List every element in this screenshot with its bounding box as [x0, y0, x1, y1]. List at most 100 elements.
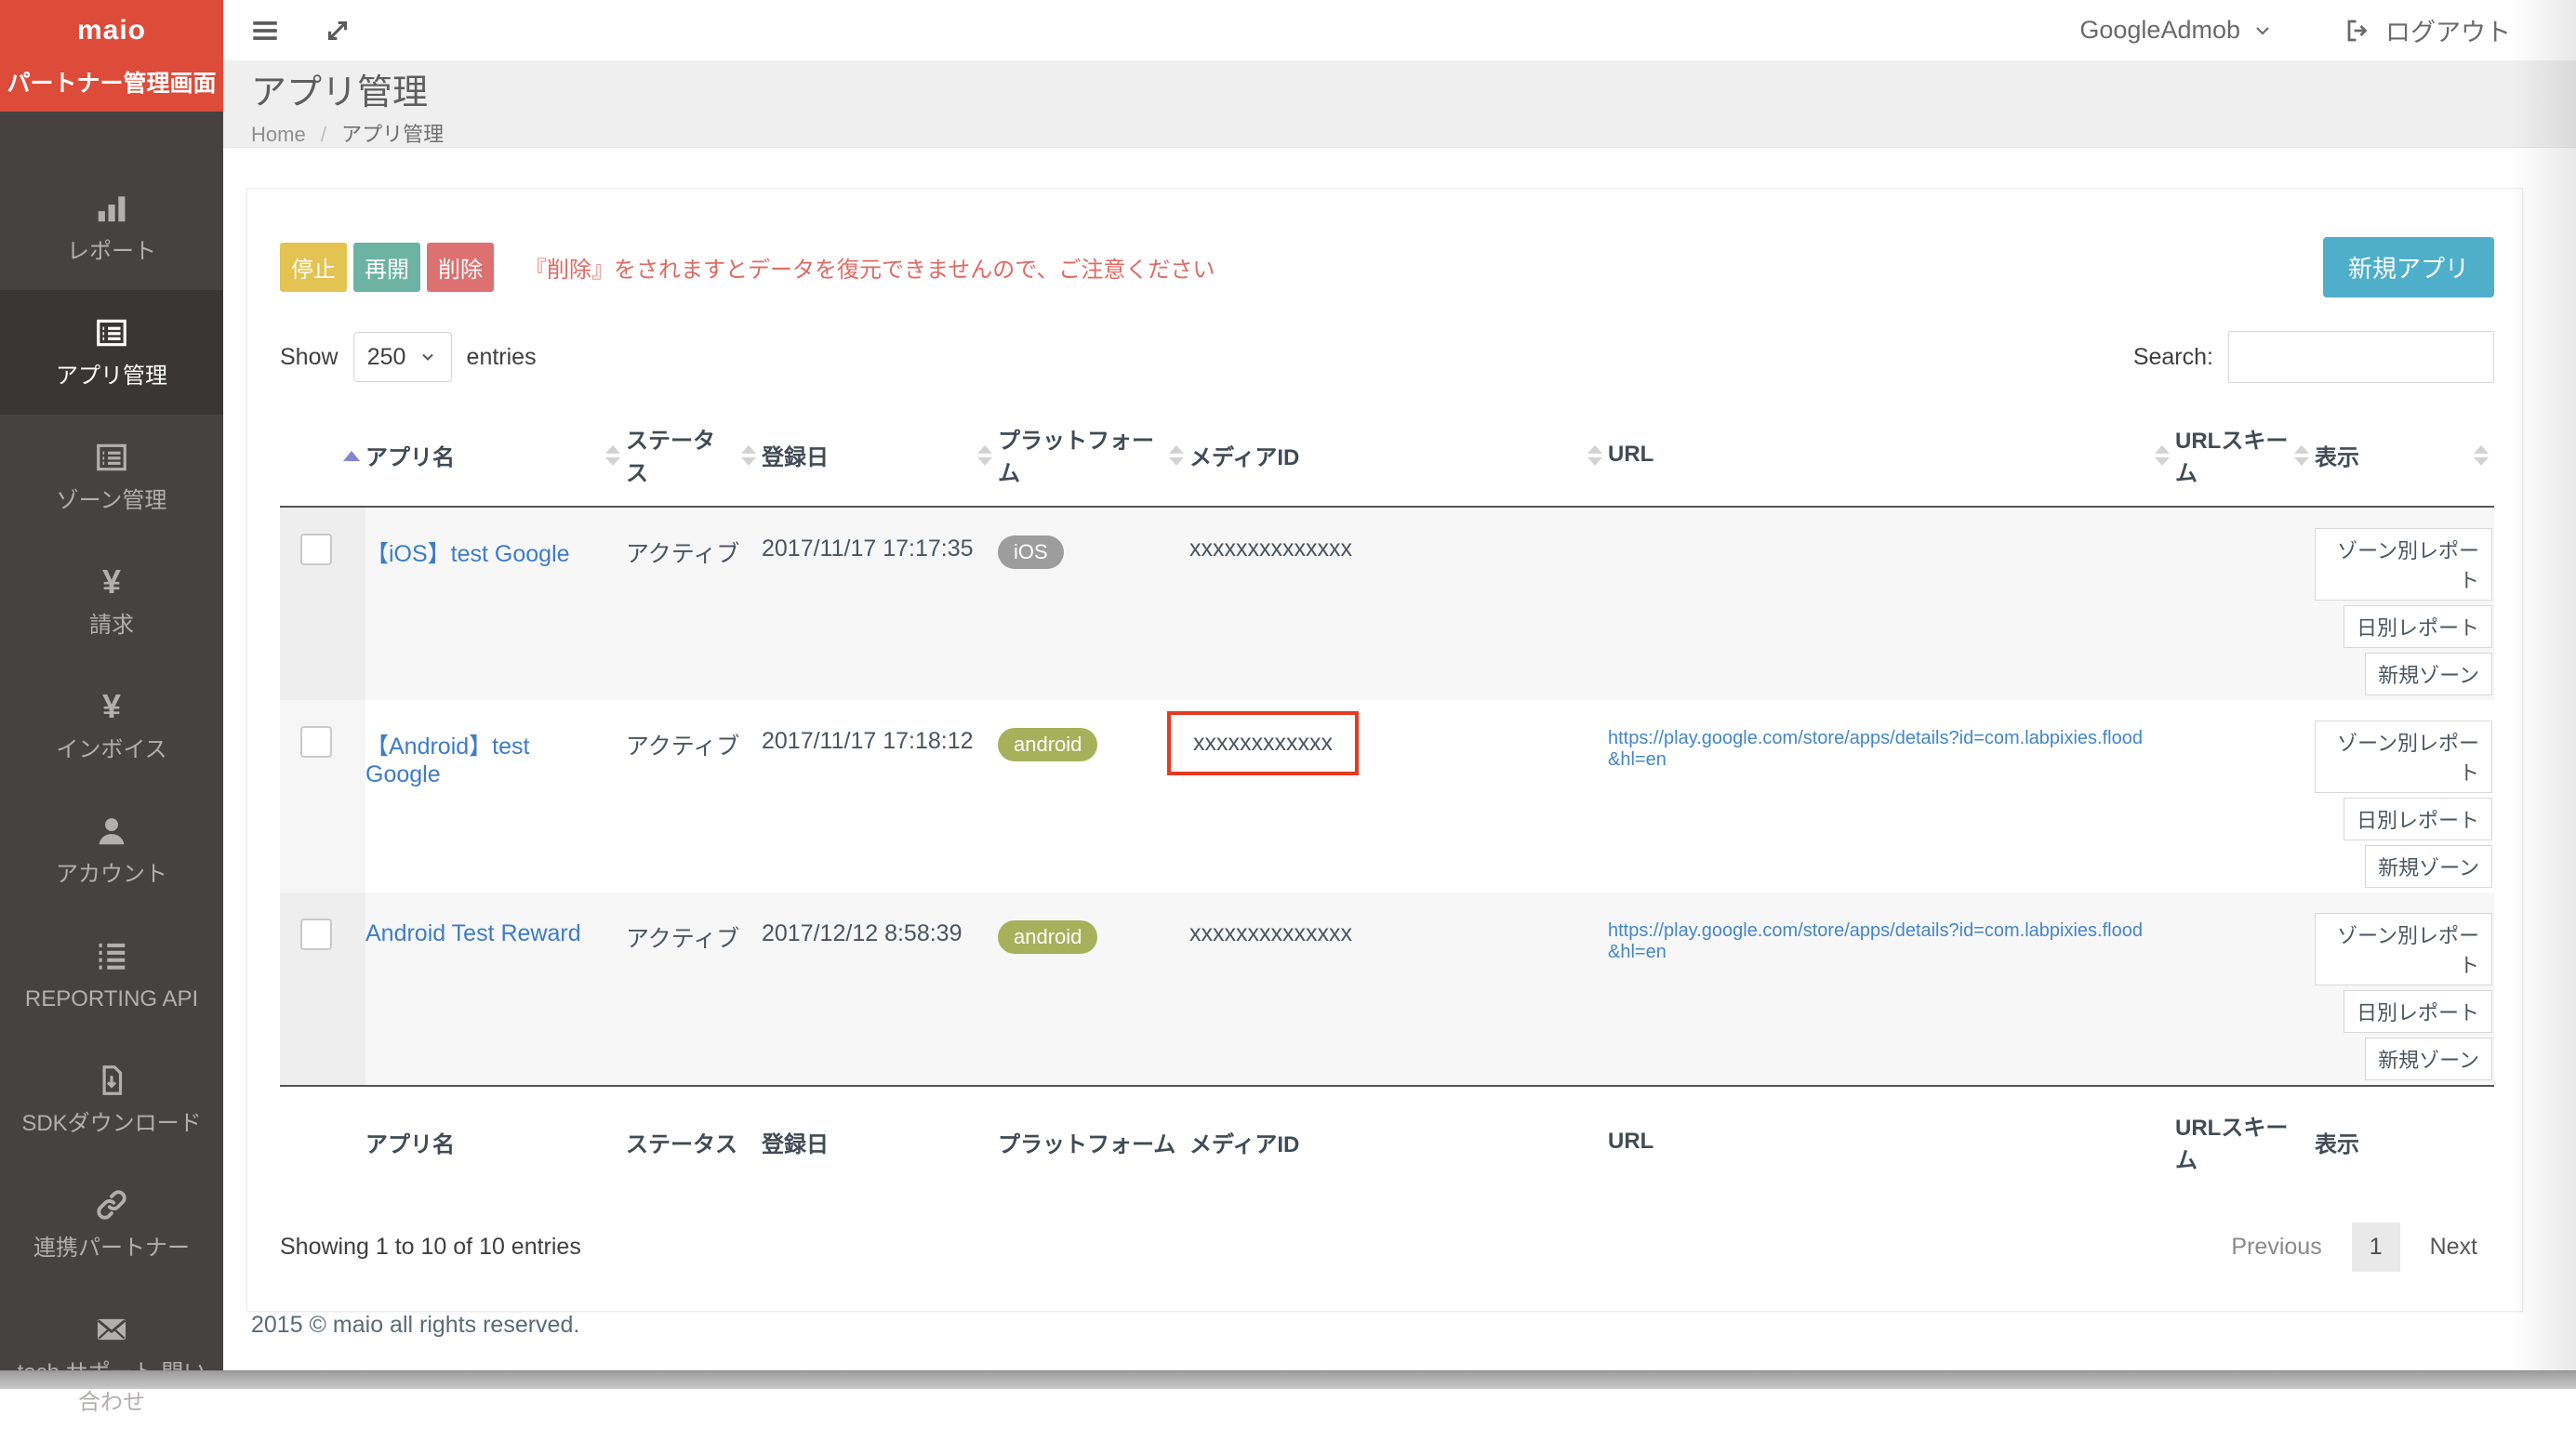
- platform-badge: android: [998, 728, 1098, 761]
- delete-button[interactable]: 削除: [427, 243, 494, 292]
- apps-table: アプリ名 ステータス 登録日 プラットフォーム メディアID URL URLスキ…: [280, 407, 2494, 1196]
- account-name: GoogleAdmob: [2079, 16, 2240, 44]
- footer-media-id: メディアID: [1189, 1085, 1608, 1196]
- media-id-highlight-box: xxxxxxxxxxxx: [1167, 711, 1359, 775]
- sidebar-item-zone-management[interactable]: ゾーン管理: [0, 415, 223, 539]
- entries-info: Showing 1 to 10 of 10 entries: [280, 1234, 581, 1260]
- platform-badge: iOS: [998, 535, 1064, 569]
- column-header-platform[interactable]: プラットフォーム: [998, 407, 1189, 508]
- topbar: GoogleAdmob ログアウト: [223, 0, 2576, 60]
- list-box-icon: [7, 313, 216, 352]
- horizontal-scrollbar[interactable]: [0, 1370, 2576, 1389]
- row-checkbox[interactable]: [300, 534, 332, 565]
- pagination-next[interactable]: Next: [2429, 1234, 2477, 1260]
- topbar-right: GoogleAdmob ログアウト: [2079, 12, 2511, 48]
- zone-report-button[interactable]: ゾーン別レポート: [2315, 528, 2492, 601]
- app-name-link[interactable]: 【iOS】test Google: [365, 541, 570, 567]
- store-url-link[interactable]: https://play.google.com/store/apps/detai…: [1608, 728, 2143, 770]
- sidebar-item-invoice[interactable]: ¥ インボイス: [0, 664, 223, 788]
- link-icon: [7, 1185, 216, 1224]
- media-id-cell: xxxxxxxxxxxxxx: [1189, 920, 1352, 946]
- zone-report-button[interactable]: ゾーン別レポート: [2315, 913, 2492, 985]
- table-row: 【iOS】test Google アクティブ 2017/11/17 17:17:…: [280, 507, 2494, 700]
- url-scheme-cell: [2175, 700, 2315, 892]
- footer-url: URL: [1608, 1085, 2175, 1196]
- pagination-previous[interactable]: Previous: [2231, 1234, 2322, 1260]
- sidebar-item-reporting-api[interactable]: REPORTING API: [0, 913, 223, 1038]
- resume-button[interactable]: 再開: [353, 243, 420, 292]
- footer-platform: プラットフォーム: [998, 1085, 1189, 1196]
- footer-url-scheme: URLスキーム: [2175, 1085, 2315, 1196]
- column-header-url-scheme[interactable]: URLスキーム: [2175, 407, 2315, 508]
- sidebar-item-report[interactable]: レポート: [0, 165, 223, 290]
- entries-control: Show 250 entries: [280, 332, 537, 382]
- sidebar-item-account[interactable]: アカウント: [0, 788, 223, 913]
- footer-display: 表示: [2315, 1085, 2494, 1196]
- sidebar-item-label: インボイス: [56, 737, 167, 762]
- sidebar-item-app-management[interactable]: アプリ管理: [0, 290, 223, 415]
- table-controls: Show 250 entries Search:: [280, 331, 2494, 383]
- sort-icons: [2155, 444, 2170, 466]
- content-area: 停止 再開 削除 『削除』をされますとデータを復元できませんので、ご注意ください…: [223, 148, 2576, 1370]
- row-checkbox[interactable]: [300, 919, 332, 950]
- daily-report-button[interactable]: 日別レポート: [2343, 990, 2492, 1033]
- sidebar-item-sdk-download[interactable]: SDKダウンロード: [0, 1038, 223, 1162]
- column-header-display[interactable]: 表示: [2315, 407, 2494, 508]
- column-header-app-name[interactable]: アプリ名: [365, 407, 626, 508]
- column-header-url[interactable]: URL: [1608, 407, 2175, 508]
- account-dropdown[interactable]: GoogleAdmob: [2079, 16, 2274, 45]
- sidebar-item-label: SDKダウンロード: [21, 1111, 202, 1136]
- bar-chart-icon: [7, 189, 216, 228]
- table-footer-row: アプリ名 ステータス 登録日 プラットフォーム メディアID URL URLスキ…: [280, 1085, 2494, 1196]
- new-zone-button[interactable]: 新規ゾーン: [2365, 845, 2492, 888]
- sort-icons: [2294, 444, 2309, 466]
- column-header-date[interactable]: 登録日: [762, 407, 998, 508]
- new-app-button[interactable]: 新規アプリ: [2322, 237, 2494, 297]
- sidebar-item-billing[interactable]: ¥ 請求: [0, 539, 223, 664]
- column-header-media-id[interactable]: メディアID: [1189, 407, 1608, 508]
- sidebar-item-label: 請求: [89, 613, 134, 638]
- brand-logo[interactable]: maio パートナー管理画面: [0, 0, 223, 112]
- pagination-page-1[interactable]: 1: [2351, 1223, 2400, 1272]
- entries-select-value: 250: [366, 343, 406, 370]
- sidebar-item-partners[interactable]: 連携パートナー: [0, 1162, 223, 1287]
- list-icon: [7, 936, 216, 975]
- column-header-status[interactable]: ステータス: [626, 407, 762, 508]
- sidebar: maio パートナー管理画面 レポート アプリ管理 ゾーン管理: [0, 0, 223, 1415]
- pagination: Previous 1 Next: [2214, 1223, 2494, 1272]
- hamburger-menu-button[interactable]: [249, 15, 281, 46]
- daily-report-button[interactable]: 日別レポート: [2343, 798, 2492, 840]
- media-id-cell: xxxxxxxxxxxx: [1193, 730, 1333, 756]
- new-zone-button[interactable]: 新規ゾーン: [2365, 1038, 2492, 1080]
- search-input[interactable]: [2228, 331, 2494, 383]
- breadcrumb-separator: /: [320, 123, 326, 146]
- page-title: アプリ管理: [251, 73, 429, 112]
- app-name-link[interactable]: 【Android】test Google: [365, 734, 530, 787]
- app-name-link[interactable]: Android Test Reward: [365, 920, 581, 946]
- sign-out-icon: [2347, 20, 2368, 41]
- stop-button[interactable]: 停止: [280, 243, 347, 292]
- page-header: アプリ管理 Home / アプリ管理: [223, 60, 2576, 148]
- zone-report-button[interactable]: ゾーン別レポート: [2315, 720, 2492, 793]
- breadcrumb-home[interactable]: Home: [251, 123, 306, 146]
- sort-icons: [1587, 444, 1602, 466]
- new-zone-button[interactable]: 新規ゾーン: [2365, 653, 2492, 695]
- sort-icons: [2474, 444, 2489, 466]
- footer-select: [280, 1085, 365, 1196]
- user-icon: [7, 812, 216, 851]
- media-id-cell: xxxxxxxxxxxxxx: [1189, 535, 1352, 562]
- fullscreen-expand-button[interactable]: [322, 15, 353, 46]
- sidebar-item-tech-support[interactable]: tech サポート 問い合わせ: [0, 1287, 223, 1441]
- row-checkbox[interactable]: [300, 726, 332, 758]
- store-url-link[interactable]: https://play.google.com/store/apps/detai…: [1608, 920, 2143, 962]
- logout-button[interactable]: ログアウト: [2344, 12, 2511, 48]
- entries-select[interactable]: 250: [352, 332, 452, 382]
- main-area: GoogleAdmob ログアウト アプリ管理 Home / アプリ管理 停止: [223, 0, 2576, 1370]
- table-row: 【Android】test Google アクティブ 2017/11/17 17…: [280, 700, 2494, 892]
- date-cell: 2017/12/12 8:58:39: [762, 920, 963, 946]
- daily-report-button[interactable]: 日別レポート: [2343, 605, 2492, 648]
- yen-icon: ¥: [101, 687, 122, 725]
- table-info-row: Showing 1 to 10 of 10 entries Previous 1…: [280, 1223, 2494, 1272]
- column-header-select[interactable]: [280, 407, 365, 508]
- app-table-panel: 停止 再開 削除 『削除』をされますとデータを復元できませんので、ご注意ください…: [246, 188, 2523, 1312]
